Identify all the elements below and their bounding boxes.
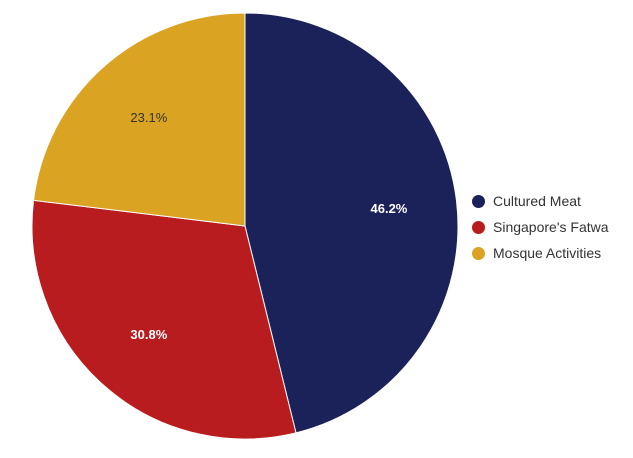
legend-label-mosque-activities: Mosque Activities bbox=[493, 245, 602, 261]
pie-slice-label-mosque-activities: 23.1% bbox=[130, 110, 167, 125]
legend-label-singapores-fatwa: Singapore's Fatwa bbox=[493, 219, 609, 235]
legend-item-mosque-activities: Mosque Activities bbox=[472, 240, 632, 266]
pie-slice-labels: 46.2% 30.8% 23.1% bbox=[130, 110, 407, 342]
legend-swatch-singapores-fatwa bbox=[472, 220, 485, 234]
legend-swatch-cultured-meat bbox=[472, 194, 485, 208]
legend-label-cultured-meat: Cultured Meat bbox=[493, 193, 581, 209]
pie-slice-mosque-activities bbox=[32, 12, 246, 227]
legend-swatch-mosque-activities bbox=[472, 246, 485, 260]
legend-item-cultured-meat: Cultured Meat bbox=[472, 188, 632, 214]
pie-slice-label-cultured-meat: 46.2% bbox=[371, 201, 408, 216]
legend: Cultured Meat Singapore's Fatwa Mosque A… bbox=[472, 188, 632, 266]
pie-slice-cultured-meat bbox=[244, 12, 459, 434]
pie-slices bbox=[31, 12, 459, 440]
pie-slice-label-singapore-s-fatwa: 30.8% bbox=[130, 327, 167, 342]
pie-slice-singapore-s-fatwa bbox=[31, 199, 297, 440]
legend-item-singapores-fatwa: Singapore's Fatwa bbox=[472, 214, 632, 240]
